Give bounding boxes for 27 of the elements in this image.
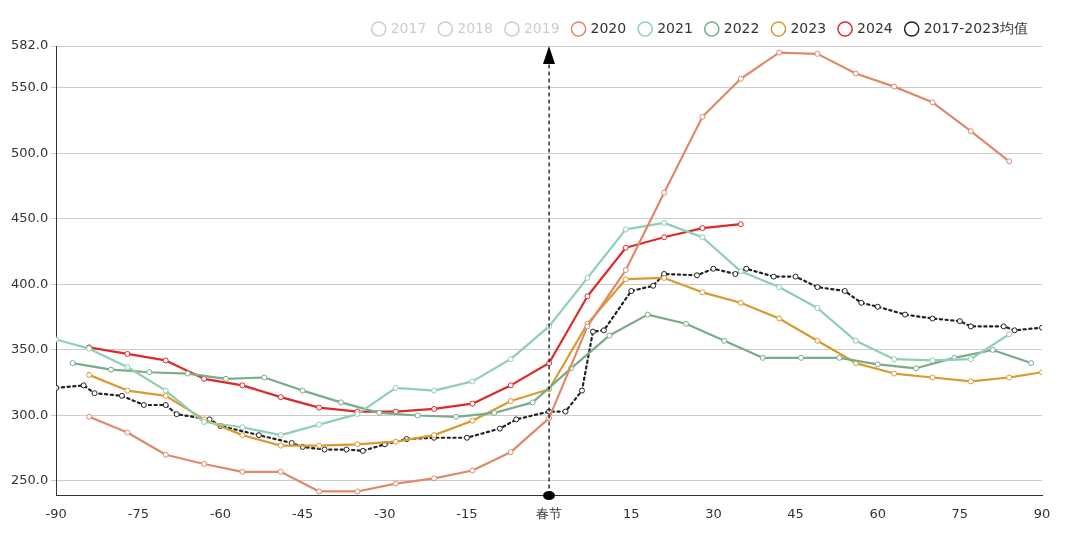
x-tick-label: -75 [127, 505, 149, 521]
x-tick-label: 30 [705, 505, 722, 521]
y-tick-label: 400.0 [11, 275, 49, 291]
x-tick-label: 60 [869, 505, 886, 521]
x-tick-label: -45 [292, 505, 314, 521]
x-tick-label: 春节 [536, 505, 563, 521]
legend-label: 2020 [590, 19, 627, 36]
y-tick-label: 550.0 [11, 79, 49, 95]
legend-label: 2023 [790, 19, 827, 36]
x-tick-label: -90 [45, 505, 67, 521]
y-tick-label: 582.0 [11, 37, 49, 53]
y-tick-label: 350.0 [11, 341, 49, 357]
legend-label: 2022 [723, 19, 760, 36]
x-tick-label: -60 [209, 505, 232, 521]
y-tick-label: 450.0 [11, 210, 49, 226]
legend-label: 2024 [857, 19, 893, 36]
y-tick-label: 250.0 [11, 472, 49, 488]
x-tick-label: 90 [1033, 505, 1051, 521]
legend-label: 2021 [657, 19, 693, 36]
x-tick-label: -15 [456, 505, 478, 521]
x-tick-label: 45 [787, 505, 804, 521]
x-tick-label: -30 [374, 505, 396, 521]
y-tick-label: 500.0 [11, 144, 49, 160]
legend-label: 2017-2023均值 [923, 19, 1028, 36]
y-tick-label: 300.0 [11, 406, 49, 422]
x-tick-label: 15 [622, 505, 640, 521]
x-tick-label: 75 [951, 505, 969, 521]
